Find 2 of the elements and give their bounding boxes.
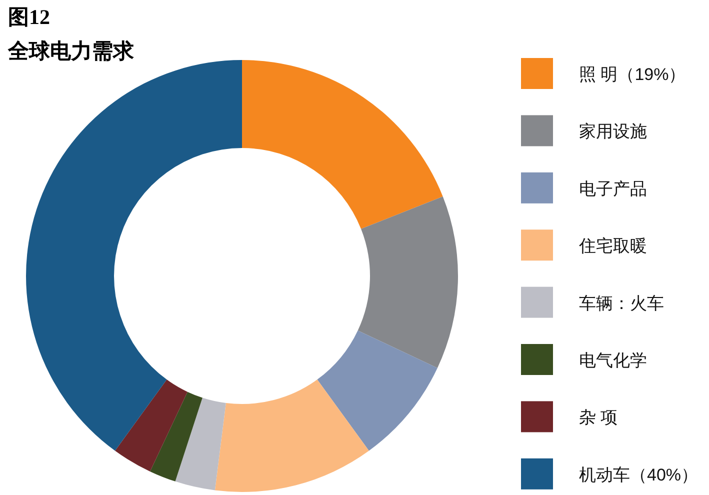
subtitle: 全球电力需求	[8, 39, 134, 63]
title: 图12	[8, 5, 50, 29]
